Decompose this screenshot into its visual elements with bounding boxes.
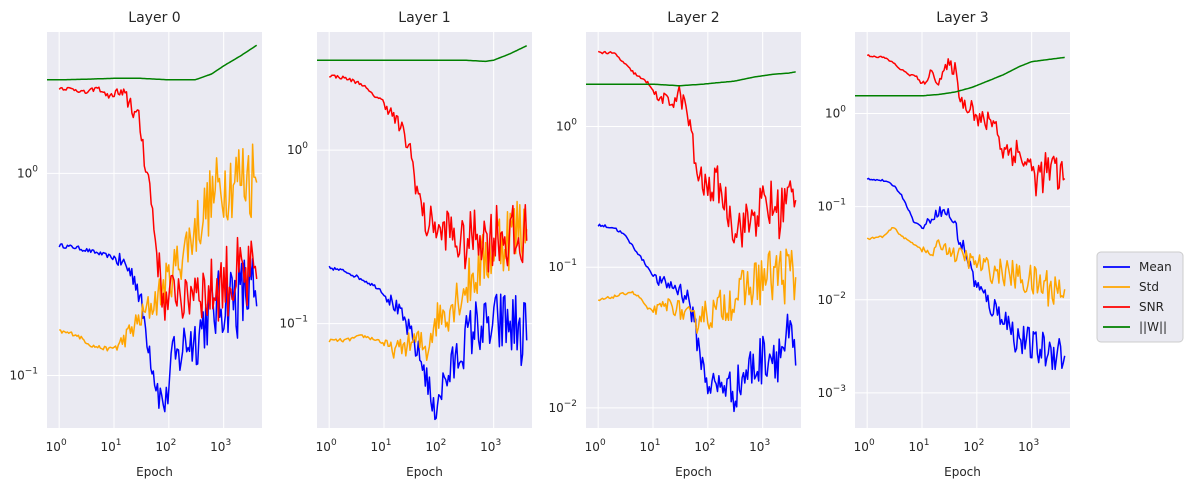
series-line-mean (328, 265, 528, 421)
x-tick-label: 102 (963, 438, 984, 454)
x-tick-label: 102 (694, 438, 715, 454)
x-tick-label: 101 (908, 438, 929, 454)
y-tick-label: 10−1 (817, 198, 846, 214)
subplot-2: Layer 2 100 101 102 103 10−2 10−1 100 Epoch (548, 10, 801, 479)
plot-area (586, 32, 801, 428)
series-line-mean (58, 243, 258, 413)
series-line-std (59, 143, 258, 352)
y-tick-label: 10−3 (817, 384, 846, 400)
subplot-title: Layer 2 (667, 10, 719, 26)
x-tick-label: 103 (1018, 438, 1039, 454)
y-tick-label: 100 (287, 141, 308, 157)
plot-area (855, 32, 1070, 428)
x-tick-label: 101 (639, 438, 660, 454)
series-line-snr (866, 54, 1066, 197)
series-line-snr (329, 74, 528, 273)
x-tick-label: 100 (585, 438, 606, 454)
x-tick-label: 103 (749, 438, 770, 454)
x-axis-label: Epoch (675, 465, 712, 479)
series-line-snr (58, 86, 258, 322)
subplot-1: Layer 1 100 101 102 103 10−1 100 Epoch (279, 10, 532, 479)
series-line-w (855, 56, 1065, 97)
x-tick-label: 102 (155, 438, 176, 454)
series-line-w (317, 45, 528, 63)
y-tick-label: 10−1 (279, 315, 308, 331)
y-tick-label: 10−1 (548, 258, 577, 274)
x-axis-label: Epoch (136, 465, 173, 479)
x-tick-label: 100 (46, 438, 67, 454)
subplot-0: Layer 0 100 101 102 103 10−1 100 Epoch (9, 10, 262, 479)
x-tick-label: 100 (316, 438, 337, 454)
x-tick-label: 101 (370, 438, 391, 454)
series-line-w (47, 44, 258, 81)
x-tick-label: 103 (210, 438, 231, 454)
series-line-mean (597, 223, 797, 413)
y-tick-label: 10−1 (9, 367, 38, 383)
x-tick-label: 100 (854, 438, 875, 454)
series-line-snr (597, 50, 797, 248)
y-tick-label: 100 (17, 164, 38, 180)
x-axis-label: Epoch (406, 465, 443, 479)
series-line-std (866, 227, 1066, 307)
y-tick-label: 10−2 (817, 291, 846, 307)
y-tick-label: 10−2 (548, 399, 577, 415)
subplot-title: Layer 3 (936, 10, 988, 26)
series-line-std (328, 200, 528, 361)
legend-entry: ||W|| (1139, 320, 1167, 334)
legend-entry: SNR (1139, 300, 1164, 314)
legend-entry: Std (1139, 280, 1159, 294)
x-tick-label: 101 (100, 438, 121, 454)
series-line-w (586, 71, 796, 87)
legend-entry: Mean (1139, 260, 1172, 274)
y-tick-label: 100 (556, 118, 577, 134)
legend: Mean Std SNR ||W|| (1096, 251, 1184, 343)
y-tick-label: 100 (825, 105, 846, 121)
subplot-title: Layer 0 (128, 10, 180, 26)
x-axis-label: Epoch (944, 465, 981, 479)
subplot-title: Layer 1 (398, 10, 450, 26)
x-tick-label: 102 (425, 438, 446, 454)
series-line-std (597, 248, 797, 334)
subplot-3: Layer 3 100 101 102 103 10−3 10−2 10−1 100 Epoch (817, 10, 1070, 479)
legend-box (1096, 251, 1184, 343)
x-tick-label: 103 (480, 438, 501, 454)
